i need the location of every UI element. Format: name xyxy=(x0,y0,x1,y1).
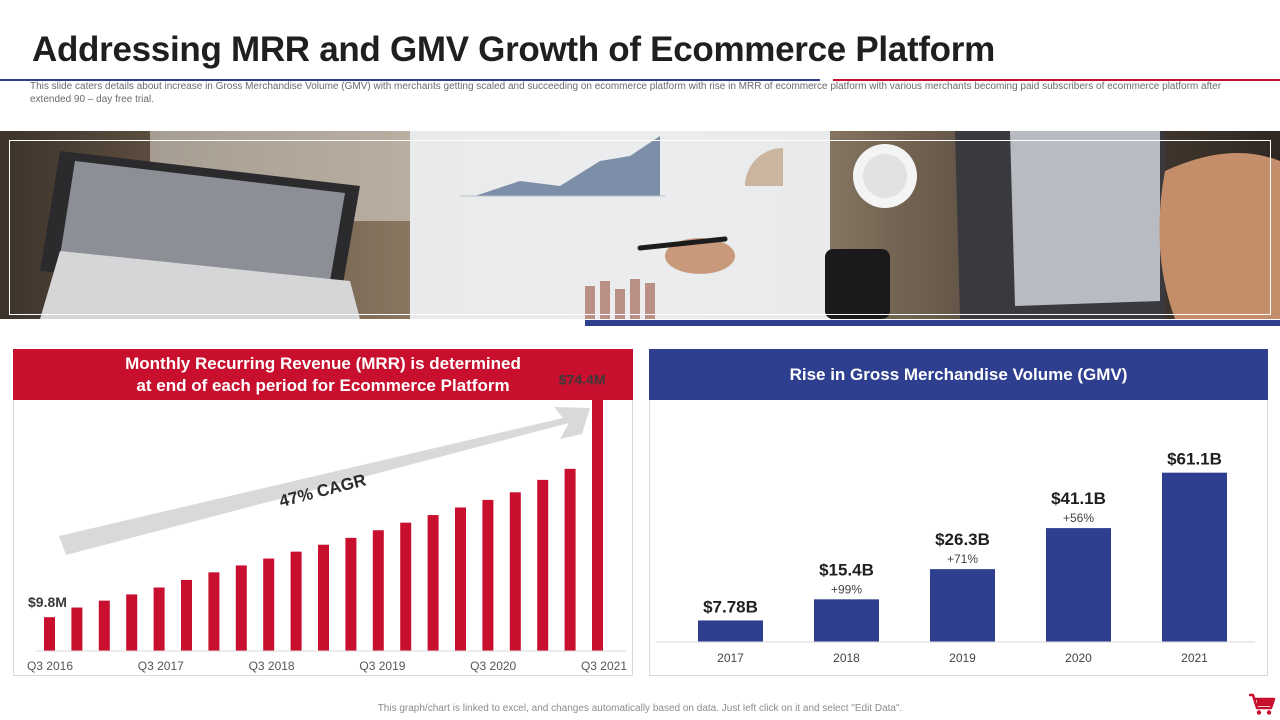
mrr-bar xyxy=(400,522,412,651)
mrr-data-label: $9.8M xyxy=(28,594,67,610)
mrr-data-label: $74.4M xyxy=(559,371,606,387)
gmv-tick-label: 2021 xyxy=(1181,651,1208,665)
gmv-data-label: $41.1B xyxy=(1051,489,1106,508)
title-underline-red xyxy=(833,79,1280,81)
gmv-growth-label: +99% xyxy=(831,582,862,596)
mrr-tick-label: Q3 2021 xyxy=(581,659,627,673)
mrr-bar xyxy=(564,468,576,651)
gmv-bar xyxy=(930,569,995,642)
mrr-bar xyxy=(318,544,329,651)
gmv-bar xyxy=(698,620,763,642)
chart-footnote: This graph/chart is linked to excel, and… xyxy=(377,703,903,714)
mrr-bar xyxy=(235,565,247,651)
gmv-data-label: $61.1B xyxy=(1167,450,1222,469)
mrr-bar xyxy=(181,579,192,651)
mrr-tick-label: Q3 2020 xyxy=(470,659,516,673)
gmv-data-label: $7.78B xyxy=(703,597,758,616)
mrr-bar xyxy=(482,499,494,651)
mrr-bar xyxy=(537,479,549,651)
shopping-cart-icon xyxy=(1249,693,1276,715)
banner-illustration xyxy=(40,131,1280,319)
gmv-growth-label: +71% xyxy=(947,552,978,566)
gmv-tick-label: 2018 xyxy=(833,651,860,665)
mrr-bar xyxy=(126,594,138,651)
gmv-bar xyxy=(1162,472,1227,642)
mrr-bar xyxy=(44,617,55,651)
slide-title: Addressing MRR and GMV Growth of Ecommer… xyxy=(32,30,995,69)
gmv-panel-header: Rise in Gross Merchandise Volume (GMV) xyxy=(649,349,1268,400)
mrr-bar xyxy=(71,607,83,651)
mrr-bar xyxy=(427,515,439,651)
mrr-panel-header: Monthly Recurring Revenue (MRR) is deter… xyxy=(13,349,633,400)
mrr-bar xyxy=(263,558,275,651)
mrr-bar xyxy=(290,551,302,651)
gmv-data-label: $15.4B xyxy=(819,560,874,579)
mrr-tick-label: Q3 2017 xyxy=(138,659,184,673)
gmv-tick-label: 2019 xyxy=(949,651,976,665)
mrr-bar xyxy=(208,572,220,651)
gmv-bar-chart: $7.78B 2017 $15.4B +99% 2018 $26.3B +71% 2019 $4… xyxy=(656,450,1255,665)
mrr-bar xyxy=(345,537,357,651)
mrr-tick-label: Q3 2016 xyxy=(27,659,73,673)
slide-subtitle: This slide caters details about increase… xyxy=(30,81,1222,105)
title-underline-blue xyxy=(0,79,820,81)
mrr-tick-label: Q3 2018 xyxy=(249,659,295,673)
gmv-bar xyxy=(1046,528,1111,642)
mrr-header-line1: Monthly Recurring Revenue (MRR) is deter… xyxy=(125,353,521,373)
gmv-growth-label: +56% xyxy=(1063,511,1094,525)
banner-frame xyxy=(9,140,1271,315)
mrr-bar xyxy=(592,394,603,651)
gmv-panel: Rise in Gross Merchandise Volume (GMV) $… xyxy=(649,349,1268,676)
gmv-data-label: $26.3B xyxy=(935,530,990,549)
mrr-bar xyxy=(372,530,384,651)
mrr-bar xyxy=(509,492,521,651)
mrr-bar xyxy=(98,600,110,651)
gmv-bar xyxy=(814,599,879,642)
mrr-tick-label: Q3 2019 xyxy=(359,659,405,673)
mrr-panel: Monthly Recurring Revenue (MRR) is deter… xyxy=(13,349,633,676)
mrr-header-line2: at end of each period for Ecommerce Plat… xyxy=(136,375,510,395)
business-desk-photo xyxy=(0,131,1280,319)
banner-accent-bar xyxy=(585,320,1280,326)
gmv-tick-label: 2020 xyxy=(1065,651,1092,665)
mrr-bar xyxy=(455,507,466,651)
gmv-tick-label: 2017 xyxy=(717,651,744,665)
mrr-bar xyxy=(153,587,165,651)
